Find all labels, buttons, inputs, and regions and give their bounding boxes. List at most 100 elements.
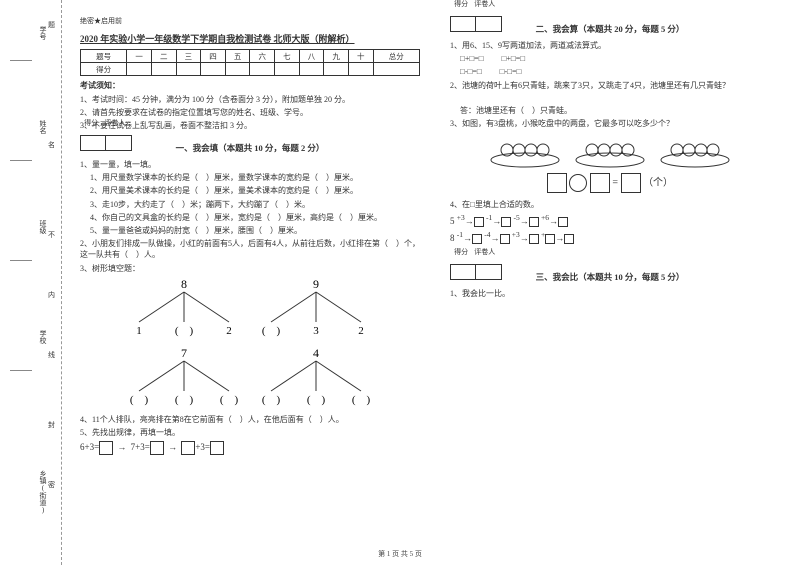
binding-label: 姓名: [38, 120, 48, 134]
score-header: 四: [201, 50, 226, 63]
q1-item: 1、用尺量数学课本的长约是（ ）厘米，量数学课本的宽约是（ ）厘米。: [90, 172, 420, 183]
score-cell[interactable]: [225, 63, 250, 76]
answer-box[interactable]: [529, 217, 539, 227]
answer-box[interactable]: [181, 441, 195, 455]
s2-q2: 2、池塘的荷叶上有6只青蛙，跳来了3只，又跳走了4只，池塘里还有几只青蛙？: [450, 80, 770, 91]
start-num: 5: [450, 216, 455, 226]
svg-text:( ): ( ): [130, 394, 149, 406]
answer-box[interactable]: [545, 234, 555, 244]
answer-box[interactable]: [150, 441, 164, 455]
score-cell[interactable]: [299, 63, 324, 76]
binding-label: 学号: [38, 26, 48, 40]
answer-box[interactable]: [590, 173, 610, 193]
s2-q4-line-b: 8 -1→ -4→ +3→ +→: [450, 230, 770, 244]
confidential-label: 绝密★启用前: [80, 16, 420, 26]
s2-q4: 4、在□里填上合适的数。: [450, 199, 770, 210]
score-cell[interactable]: [348, 63, 373, 76]
score-cell[interactable]: [373, 63, 419, 76]
binding-line: [10, 160, 32, 161]
score-row-label: 得分: [81, 63, 127, 76]
page-right: 得分 评卷人 二、我会算（本题共 20 分，每题 5 分） 1、用6、15、9写…: [450, 16, 770, 301]
q1-item: 5、量一量爸爸或妈妈的肘宽（ ）厘米，腰围（ ）厘米。: [90, 225, 420, 236]
score-cell[interactable]: [275, 63, 300, 76]
score-cell[interactable]: [324, 63, 349, 76]
answer-box[interactable]: [472, 234, 482, 244]
eq-part: 6+3=: [80, 442, 99, 452]
answer-box[interactable]: [547, 173, 567, 193]
binding-line: [10, 370, 32, 371]
q5-text: 5、先找出规律，再填一填。: [80, 427, 420, 438]
answer-box[interactable]: [99, 441, 113, 455]
answer-box[interactable]: [564, 234, 574, 244]
answer-circle[interactable]: [569, 174, 587, 192]
q1-stem: 1、量一量，填一填。: [80, 159, 420, 170]
q3-text: 3、树形填空题：: [80, 263, 420, 274]
cut-label: 不: [48, 230, 55, 240]
score-cell[interactable]: [201, 63, 226, 76]
scorebox-marker[interactable]: [476, 16, 502, 32]
binding-line: [10, 260, 32, 261]
s2-q1-boxes: □+□=□ □+□=□: [460, 53, 770, 64]
score-cell[interactable]: [151, 63, 176, 76]
eq-box[interactable]: □+□=□: [502, 54, 526, 63]
svg-text:7: 7: [181, 346, 187, 360]
binding-label: 学校: [38, 330, 48, 344]
eq-box[interactable]: □+□=□: [460, 54, 484, 63]
scorebox-marker[interactable]: [476, 264, 502, 280]
section-2-title: 二、我会算（本题共 20 分，每题 5 分）: [536, 23, 685, 35]
eq-box[interactable]: □-□=□: [460, 67, 482, 76]
tree-row-2: 7 ( ) ( ) ( ) 4 ( ) ( ) ( ): [80, 345, 420, 412]
answer-box[interactable]: [621, 173, 641, 193]
notice-item: 2、请首先按要求在试卷的指定位置填写您的姓名、班级、学号。: [80, 107, 420, 118]
score-cell[interactable]: [176, 63, 201, 76]
svg-text:( ): ( ): [175, 325, 194, 337]
scorebox-score[interactable]: [450, 16, 476, 32]
scorebox-label-a: 得分: [454, 0, 468, 8]
unit-label: （个）: [643, 177, 673, 188]
score-cell[interactable]: [127, 63, 152, 76]
answer-box[interactable]: [501, 217, 511, 227]
tree-diagram: 8 1 ( ) 2: [119, 276, 249, 341]
eq-box[interactable]: □-□=□: [500, 67, 522, 76]
q1-item: 2、用尺量美术课本的长约是（ ）厘米，量美术课本的宽约是（ ）厘米。: [90, 185, 420, 196]
cut-label: 内: [48, 290, 55, 300]
peach-plates: [450, 132, 770, 170]
page-footer: 第 1 页 共 5 页: [0, 549, 800, 559]
score-header: 三: [176, 50, 201, 63]
q1-item: 3、走10步，大约走了（ ）米；蹦两下，大约蹦了（ ）米。: [90, 199, 420, 210]
s2-q2-ans: 答：池塘里还有（ ）只青蛙。: [460, 105, 770, 116]
s2-q3-eq: = （个）: [450, 173, 770, 193]
svg-text:( ): ( ): [307, 394, 326, 406]
binding-label: 乡镇(街道): [38, 470, 48, 514]
answer-box[interactable]: [529, 234, 539, 244]
score-cell[interactable]: [250, 63, 275, 76]
score-header: 七: [275, 50, 300, 63]
scorebox-marker[interactable]: [106, 135, 132, 151]
scorebox-label-b: 评卷人: [474, 0, 495, 8]
answer-box[interactable]: [500, 234, 510, 244]
scorebox-label-b: 评卷人: [104, 119, 125, 127]
svg-text:( ): ( ): [352, 394, 371, 406]
cut-label: 封: [48, 420, 55, 430]
svg-text:( ): ( ): [175, 394, 194, 406]
answer-box[interactable]: [558, 217, 568, 227]
answer-box[interactable]: [210, 441, 224, 455]
scorebox-label-a: 得分: [454, 248, 468, 256]
score-header: 五: [225, 50, 250, 63]
tree-diagram: 4 ( ) ( ) ( ): [251, 345, 381, 410]
svg-text:1: 1: [136, 325, 142, 337]
q2-text: 2、小朋友们排成一队做操，小红的前面有5人，后面有4人，从前往后数，小红排在第（…: [80, 238, 420, 260]
scorebox-score[interactable]: [450, 264, 476, 280]
svg-text:2: 2: [226, 325, 232, 337]
s2-q4-line-a: 5 +3→ -1→ -5→ +6→: [450, 213, 770, 227]
answer-box[interactable]: [474, 217, 484, 227]
cut-label: 题: [48, 20, 55, 30]
page-left: 绝密★启用前 2020 年实验小学一年级数学下学期自我检测试卷 北师大版（附解析…: [80, 16, 420, 458]
scorebox-score[interactable]: [80, 135, 106, 151]
score-header: 九: [324, 50, 349, 63]
score-header: 一: [127, 50, 152, 63]
score-header: 题号: [81, 50, 127, 63]
tree-row-1: 8 1 ( ) 2 9 ( ) 3 2: [80, 276, 420, 343]
score-header: 六: [250, 50, 275, 63]
peach-plates-icon: [485, 132, 735, 168]
